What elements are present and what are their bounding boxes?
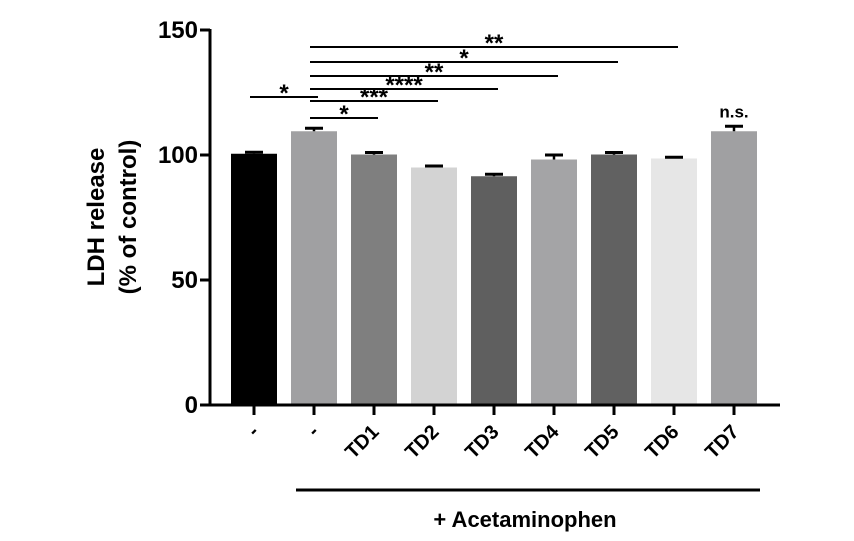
x-tick-label: TD7 — [701, 421, 743, 463]
significance-stars: ** — [425, 59, 444, 86]
x-tick-label: TD2 — [401, 421, 443, 463]
x-tick-label: TD5 — [581, 421, 623, 463]
bar — [231, 154, 277, 405]
x-tick-label: - — [303, 421, 323, 441]
y-axis-title-line-2: (% of control) — [115, 140, 142, 295]
x-tick-label: TD4 — [521, 420, 564, 463]
significance-stars: * — [339, 101, 349, 128]
group-label: + Acetaminophen — [433, 507, 616, 532]
bar — [531, 160, 577, 406]
x-tick-label: TD3 — [461, 421, 503, 463]
bar — [411, 168, 457, 406]
significance-stars: ** — [485, 30, 504, 57]
y-tick-label: 100 — [158, 142, 198, 169]
bar — [291, 131, 337, 405]
y-tick-label: 0 — [185, 392, 198, 419]
y-tick-label: 150 — [158, 17, 198, 44]
bar — [711, 131, 757, 405]
significance-label: n.s. — [719, 102, 748, 121]
x-tick-label: TD1 — [341, 421, 383, 463]
y-axis-title-line-1: LDH release — [83, 148, 110, 287]
bar — [651, 159, 697, 406]
x-tick-label: - — [243, 421, 263, 441]
bar — [471, 176, 517, 405]
significance-stars: * — [459, 45, 469, 72]
y-tick-label: 50 — [171, 267, 198, 294]
bar — [591, 155, 637, 406]
bar — [351, 155, 397, 406]
significance-stars: * — [279, 80, 289, 107]
x-tick-label: TD6 — [641, 421, 683, 463]
y-axis-title: LDH release (% of control) — [83, 140, 142, 295]
